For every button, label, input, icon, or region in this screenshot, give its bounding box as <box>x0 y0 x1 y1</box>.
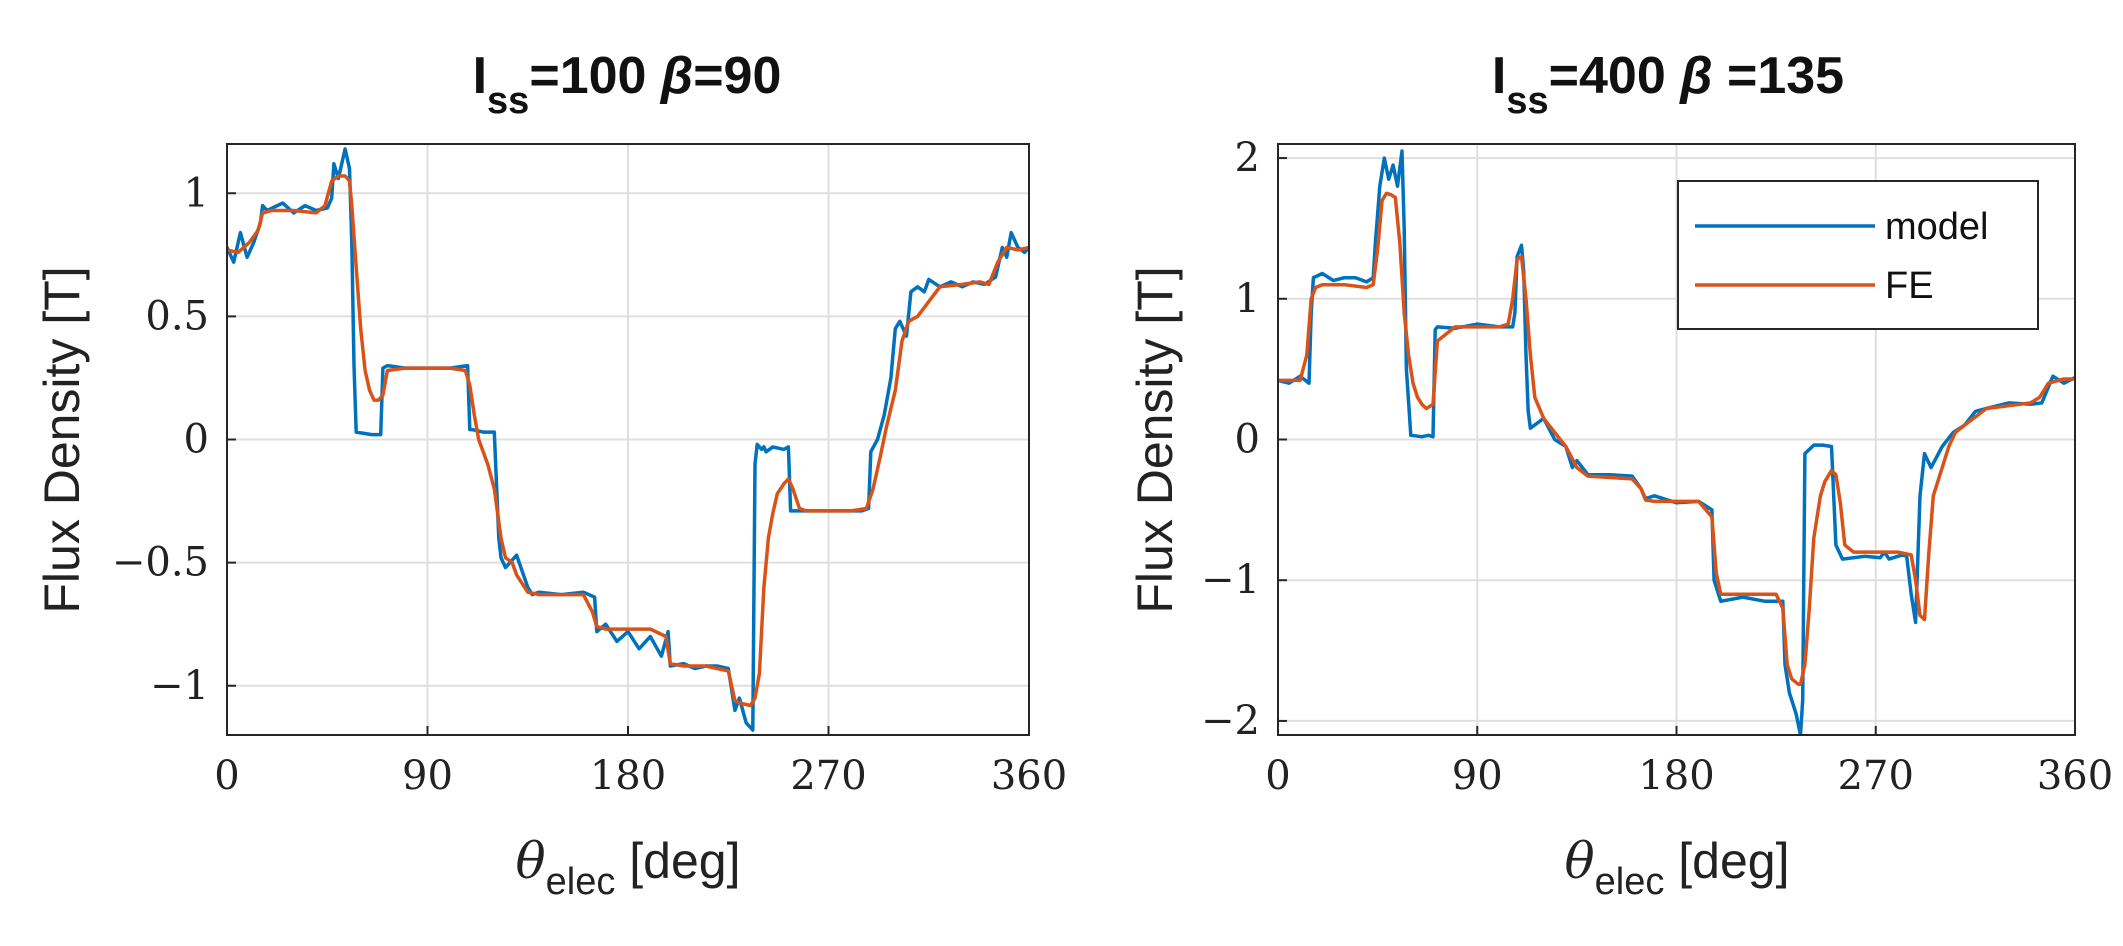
right-chart-ytick-label: 0 <box>1235 417 1260 463</box>
right-chart-title: Iss=400 β =135 <box>1492 47 1844 122</box>
left-chart-title: Iss=100 β=90 <box>473 47 782 122</box>
left-chart-ytick-label: −1 <box>150 663 209 709</box>
left-chart-ylabel: Flux Density [T] <box>34 266 90 613</box>
right-chart-series-fe-line <box>1278 191 2075 687</box>
right-chart-xtick-label: 270 <box>1838 753 1914 799</box>
left-chart-xlabel: θelec [deg] <box>516 832 741 903</box>
right-chart-ytick-label: −1 <box>1201 557 1260 603</box>
left-chart-grid <box>226 144 1030 735</box>
right-chart-ytick-label: 1 <box>1235 276 1260 322</box>
legend-label-fe: FE <box>1885 265 1934 307</box>
legend: model FE <box>1677 180 2039 330</box>
left-chart-xtick-label: 180 <box>590 753 666 799</box>
left-chart-xtick-label: 360 <box>991 753 1067 799</box>
right-chart-xlabel: θelec [deg] <box>1565 832 1790 903</box>
right-chart: Iss=400 β =135 0 90 180 270 360 2 1 0 −1 −2 Flux … <box>1127 47 2113 903</box>
right-chart-xtick-label: 0 <box>1265 753 1290 799</box>
right-chart-ytick-label: −2 <box>1201 698 1260 744</box>
left-chart: Iss=100 β=90 0 90 180 270 360 1 0.5 0 −0.5 −1 Flu… <box>34 47 1067 903</box>
right-chart-xtick-label: 360 <box>2037 753 2113 799</box>
right-chart-series <box>1278 149 2075 735</box>
right-chart-ylabel: Flux Density [T] <box>1127 266 1183 613</box>
right-chart-xtick-label: 180 <box>1638 753 1714 799</box>
left-chart-ytick-label: 1 <box>184 170 209 216</box>
right-chart-xtick-label: 90 <box>1452 753 1503 799</box>
left-chart-ytick-label: 0 <box>184 417 209 463</box>
legend-box <box>1677 180 2039 330</box>
left-chart-xtick-label: 0 <box>214 753 239 799</box>
right-chart-ytick-label: 2 <box>1235 135 1260 181</box>
left-chart-ytick-label: 0.5 <box>145 293 209 339</box>
left-chart-series-fe-line <box>227 174 1029 708</box>
legend-label-model: model <box>1885 206 1989 248</box>
left-chart-series <box>227 147 1029 732</box>
left-chart-ticks: 0 90 180 270 360 1 0.5 0 −0.5 −1 <box>112 170 1067 799</box>
right-chart-ticks: 0 90 180 270 360 2 1 0 −1 −2 <box>1201 135 2113 799</box>
left-chart-xtick-label: 270 <box>790 753 866 799</box>
left-chart-ytick-label: −0.5 <box>112 540 209 586</box>
left-chart-xtick-label: 90 <box>402 753 453 799</box>
